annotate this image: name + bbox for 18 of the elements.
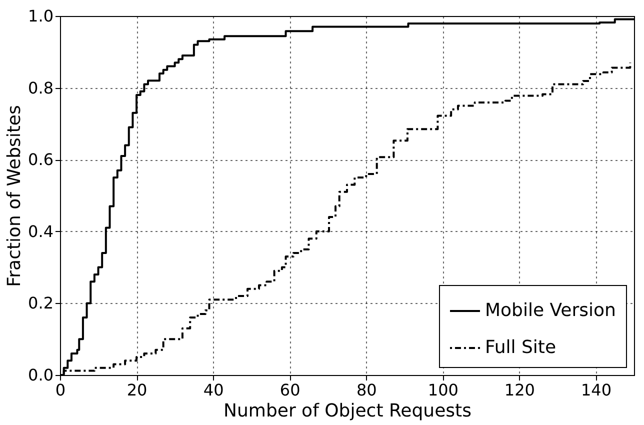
x-tick-label: 80 [356, 380, 377, 400]
x-tick-label: 60 [280, 380, 300, 400]
x-tick-label: 100 [428, 380, 458, 400]
y-tick-label: 0.4 [28, 222, 54, 241]
legend-label: Full Site [485, 337, 556, 358]
y-axis-title: Fraction of Websites [4, 105, 26, 287]
x-tick-label: 140 [580, 380, 612, 400]
legend-label: Mobile Version [485, 300, 616, 321]
x-tick-label: 120 [504, 380, 535, 400]
y-tick-label: 0.0 [28, 366, 54, 384]
x-tick-label: 0 [55, 380, 66, 400]
y-tick-label: 1.0 [28, 6, 54, 26]
x-tick-label: 40 [203, 380, 224, 400]
y-tick-label: 0.8 [28, 78, 54, 98]
y-tick-label: 0.6 [28, 150, 54, 170]
x-axis-title: Number of Object Requests [224, 400, 472, 422]
y-tick-label: 0.2 [28, 294, 54, 313]
x-tick-label: 20 [126, 380, 148, 400]
